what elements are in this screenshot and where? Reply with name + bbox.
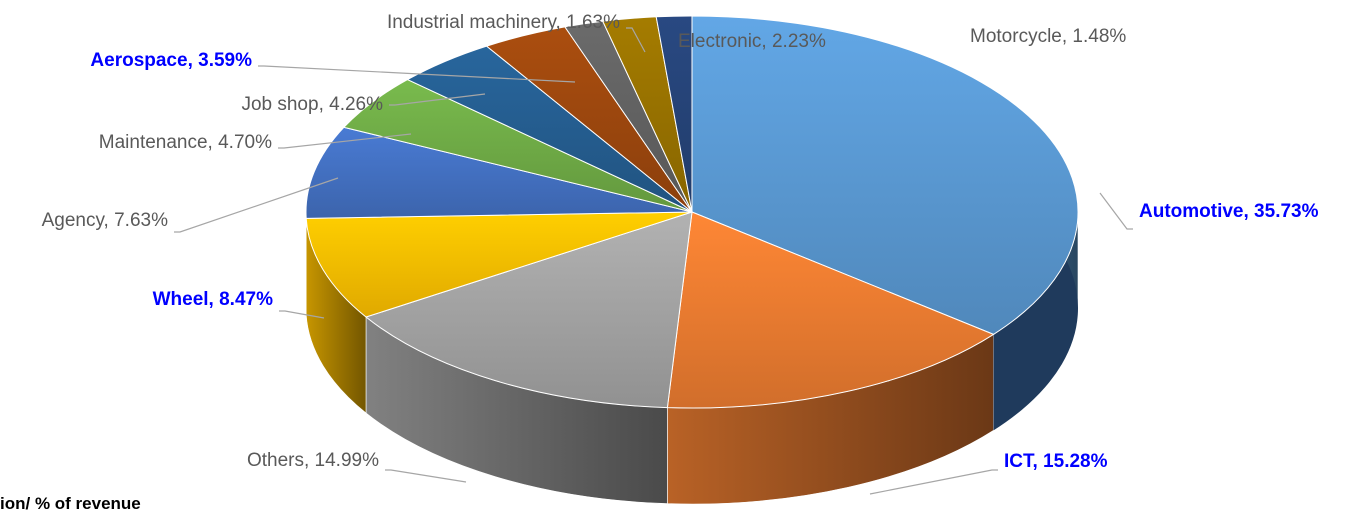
label-maintenance: Maintenance, 4.70% bbox=[99, 132, 272, 153]
slice-others bbox=[364, 211, 693, 409]
label-others: Others, 14.99% bbox=[247, 450, 379, 471]
label-aerospace: Aerospace, 3.59% bbox=[90, 50, 252, 71]
slice-agency bbox=[305, 126, 693, 219]
slice-motorcycle bbox=[655, 15, 693, 213]
leader-wheel bbox=[279, 310, 325, 319]
leader-maintenance bbox=[278, 133, 412, 149]
leader-agency bbox=[174, 177, 339, 233]
label-job-shop: Job shop, 4.26% bbox=[241, 94, 383, 115]
label-ict: ICT, 15.28% bbox=[1004, 451, 1108, 472]
leader-industrial-machinery bbox=[626, 27, 646, 53]
label-motorcycle: Motorcycle, 1.48% bbox=[970, 26, 1126, 47]
leader-others bbox=[385, 469, 467, 483]
pie-tops bbox=[305, 15, 1079, 409]
label-agency: Agency, 7.63% bbox=[42, 210, 169, 231]
slice-wheel bbox=[305, 211, 693, 318]
label-electronic: Electronic, 2.23% bbox=[678, 31, 826, 52]
label-wheel: Wheel, 8.47% bbox=[153, 289, 273, 310]
label-industrial-machinery: Industrial machinery, 1.63% bbox=[387, 12, 620, 33]
leader-ict bbox=[869, 469, 998, 495]
leader-job-shop bbox=[389, 93, 486, 106]
footer-caption: ion/ % of revenue bbox=[0, 494, 141, 513]
slice-automotive bbox=[691, 15, 1079, 335]
slice-labels: Automotive, 35.73% ICT, 15.28% Others, 14.… bbox=[42, 12, 1319, 472]
leader-automotive bbox=[1099, 192, 1133, 230]
slice-ict bbox=[666, 211, 995, 409]
leader-lines bbox=[174, 27, 1133, 495]
label-automotive: Automotive, 35.73% bbox=[1139, 201, 1319, 222]
leader-aerospace bbox=[258, 65, 576, 83]
